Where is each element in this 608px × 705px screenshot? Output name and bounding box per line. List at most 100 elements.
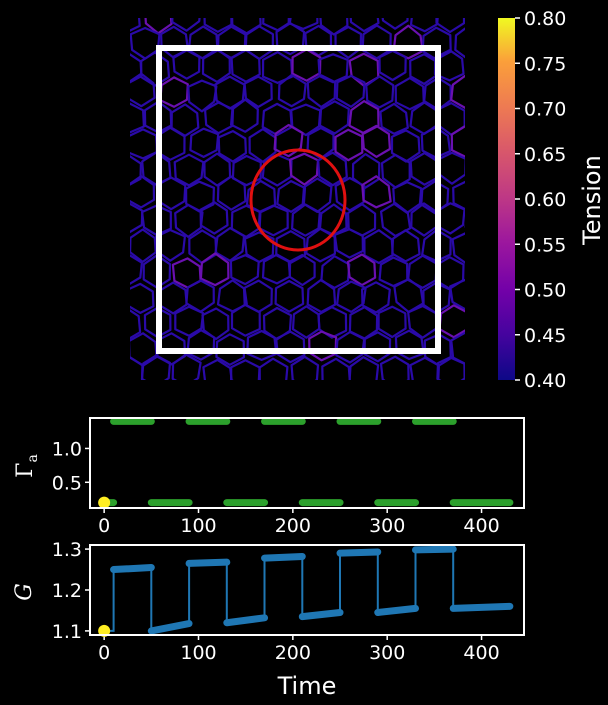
cell-540 — [528, 511, 556, 540]
cell-631 — [265, 614, 291, 643]
cell-78 — [172, 49, 201, 80]
gamma-ytick-label-0: 0.5 — [52, 472, 82, 494]
cell-582 — [290, 562, 317, 592]
gamma-current-point — [98, 496, 111, 509]
cell-282 — [287, 253, 316, 287]
gamma-ytick-label-1: 1.0 — [52, 438, 82, 460]
cell-2 — [160, 0, 188, 7]
cell-440 — [526, 409, 555, 443]
cell-442 — [584, 407, 608, 440]
cell-430 — [232, 409, 259, 439]
cell-330 — [230, 303, 261, 337]
colorbar-tick-label-4: 0.60 — [524, 189, 566, 211]
cell-17 — [600, 0, 608, 6]
cell-438 — [466, 411, 493, 443]
cell-350 — [97, 333, 125, 364]
cell-603 — [189, 586, 217, 618]
g-ytick-label-0: 1.1 — [52, 621, 82, 643]
cell-183 — [317, 151, 348, 187]
colorbar-tick-label-8: 0.80 — [524, 8, 566, 30]
cell-117 — [600, 76, 608, 105]
cell-338 — [467, 306, 496, 338]
cell-639 — [498, 611, 525, 642]
cell-484 — [349, 460, 377, 491]
cell-678 — [173, 664, 199, 696]
cell-517 — [600, 482, 608, 513]
cell-400 — [100, 385, 128, 415]
cell-635 — [380, 613, 409, 644]
cell-514 — [511, 484, 539, 514]
cell-715 — [542, 689, 569, 705]
cell-708 — [333, 688, 360, 705]
cell-675 — [86, 662, 113, 694]
cell-229 — [199, 201, 229, 235]
cell-705 — [249, 689, 275, 705]
cell-601 — [132, 584, 159, 618]
cell-406 — [278, 382, 307, 411]
cell-180 — [231, 154, 262, 187]
cell-56 — [275, 22, 306, 56]
cell-77 — [140, 51, 171, 87]
cell-12 — [453, 0, 482, 5]
cell-306 — [274, 279, 305, 313]
g-current-point — [98, 624, 111, 637]
cell-686 — [406, 666, 434, 698]
cell-110 — [394, 76, 425, 111]
cell-28 — [171, 18, 201, 32]
cell-81 — [261, 50, 294, 85]
cell-405 — [248, 387, 277, 415]
cell-312 — [449, 278, 465, 311]
g-series-segment-0 — [104, 566, 152, 632]
cell-6 — [277, 0, 304, 4]
cell-475 — [85, 460, 113, 493]
cell-615 — [541, 591, 569, 620]
cell-359 — [363, 331, 392, 363]
cell-50 — [98, 27, 127, 59]
cell-7 — [304, 0, 331, 9]
cell-516 — [571, 483, 599, 513]
gamma-ylabel: Γa — [13, 454, 41, 478]
cell-563 — [481, 538, 509, 568]
g-plateau-1 — [147, 620, 193, 635]
g-plateau-6 — [336, 548, 382, 557]
cell-106 — [277, 73, 307, 108]
cell-586 — [407, 563, 435, 594]
cell-38 — [468, 0, 494, 30]
cell-150 — [98, 126, 125, 158]
cell-688 — [468, 661, 495, 693]
cell-231 — [257, 204, 289, 237]
cell-225 — [87, 207, 114, 240]
cell-378 — [171, 353, 202, 380]
cell-258 — [333, 228, 364, 259]
cell-530 — [231, 508, 260, 540]
cell-337 — [438, 304, 465, 339]
cell-200 — [100, 177, 128, 208]
cell-92 — [588, 54, 608, 84]
cell-488 — [469, 458, 497, 489]
cell-404 — [231, 379, 234, 380]
cell-285 — [378, 256, 409, 288]
cell-385 — [379, 355, 410, 380]
tissue-background — [130, 18, 465, 380]
cell-510 — [394, 484, 422, 515]
cell-712 — [454, 689, 483, 705]
cell-709 — [365, 691, 393, 705]
colorbar-label: Tension — [578, 155, 606, 246]
g-xtick-label-2: 200 — [275, 642, 311, 664]
cell-605 — [250, 586, 278, 616]
cell-700 — [99, 689, 125, 705]
cell-451 — [131, 434, 160, 465]
g-ylabel: G — [12, 583, 37, 601]
cell-105 — [243, 75, 273, 109]
cell-551 — [129, 537, 157, 567]
cell-381 — [258, 357, 289, 380]
cell-661 — [426, 637, 452, 668]
cell-130 — [230, 98, 259, 133]
cell-409 — [378, 379, 380, 380]
cell-65 — [544, 27, 571, 57]
cell-479 — [202, 457, 229, 487]
cell-35 — [381, 18, 409, 30]
cell-503 — [188, 485, 216, 514]
g-panel: 1.1 1.2 1.3 0 100 200 300 400 G Time — [12, 539, 525, 700]
cell-450 — [98, 435, 124, 466]
